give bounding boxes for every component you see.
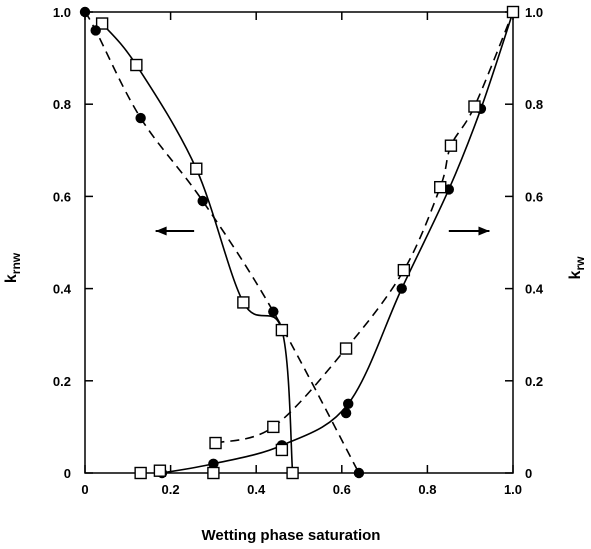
- arrow-right-head: [478, 226, 490, 236]
- x-tick-label: 0.2: [162, 482, 180, 497]
- y-tick-label-left: 0.6: [53, 189, 71, 204]
- series-1-point: [208, 458, 219, 469]
- y-tick-label-left: 0.2: [53, 374, 71, 389]
- y-axis-title-left: krnw: [3, 252, 23, 283]
- x-tick-label: 0.4: [247, 482, 266, 497]
- series-0-point: [190, 162, 203, 175]
- y-tick-label-right: 0.8: [525, 97, 543, 112]
- series-3-point: [267, 420, 280, 434]
- arrow-left-head: [155, 226, 167, 236]
- y-tick-label-right: 0.4: [525, 282, 544, 297]
- y-tick-label-left: 0: [64, 466, 71, 481]
- series-3-point: [434, 180, 447, 194]
- series-3-point: [339, 342, 353, 355]
- series-0-point: [130, 58, 143, 72]
- series-2-point: [135, 112, 146, 124]
- series-1-point: [396, 283, 407, 294]
- series-3-point: [397, 263, 411, 277]
- y-tick-label-left: 0.4: [53, 282, 72, 297]
- x-tick-label: 0: [81, 482, 88, 497]
- y-tick-label-left: 0.8: [53, 97, 71, 112]
- series-layer: [84, 11, 514, 474]
- series-2-point: [197, 195, 208, 207]
- x-tick-label: 1.0: [504, 482, 522, 497]
- series-3-point: [209, 436, 222, 450]
- axis-ticks: 0 0.2 0.4 0.6 0.8 1.000.20.40.60.81.000.20.40…: [53, 5, 544, 497]
- plot-frame: [84, 11, 514, 474]
- y-axis-title-right: krw: [567, 256, 587, 280]
- y-axis-title-left-sub: rnw: [9, 252, 23, 274]
- extra-marker-5: [340, 407, 352, 419]
- x-axis-title: Wetting phase saturation: [202, 527, 381, 544]
- series-0-point: [95, 17, 109, 30]
- y-tick-label-right: 0: [525, 466, 532, 481]
- series-2-point: [90, 25, 101, 36]
- series-0-point: [237, 296, 250, 309]
- series-0-point: [286, 466, 299, 480]
- series-1-point: [343, 398, 354, 410]
- y-tick-label-right: 0.2: [525, 374, 543, 389]
- series-3-point: [468, 100, 481, 113]
- series-2-point: [79, 6, 91, 18]
- x-tick-label: 0.8: [418, 482, 436, 497]
- series-line-1: [161, 11, 514, 474]
- x-tick-label: 0.6: [333, 482, 351, 497]
- y-tick-label-right: 0.6: [525, 189, 543, 204]
- markers-layer: [79, 5, 520, 480]
- series-0-point: [275, 323, 289, 337]
- y-axis-title-right-sub: rw: [573, 256, 587, 271]
- extra-marker-1: [134, 466, 147, 480]
- series-3-point: [506, 5, 520, 19]
- extra-marker-4: [275, 443, 289, 457]
- y-tick-label-left: 1.0: [53, 5, 71, 20]
- arrows-layer: [155, 226, 490, 236]
- series-2-point: [268, 306, 279, 317]
- y-axis-title-right-main: k: [567, 270, 584, 279]
- extra-marker-3: [207, 466, 220, 480]
- series-line-3: [215, 11, 514, 444]
- y-tick-label-right: 1.0: [525, 5, 543, 20]
- series-line-0: [101, 23, 294, 474]
- plot-border: [84, 11, 514, 474]
- extra-marker-2: [153, 464, 167, 477]
- series-3-point: [444, 139, 458, 152]
- series-2-point: [353, 467, 365, 479]
- y-axis-title-left-main: k: [3, 274, 20, 283]
